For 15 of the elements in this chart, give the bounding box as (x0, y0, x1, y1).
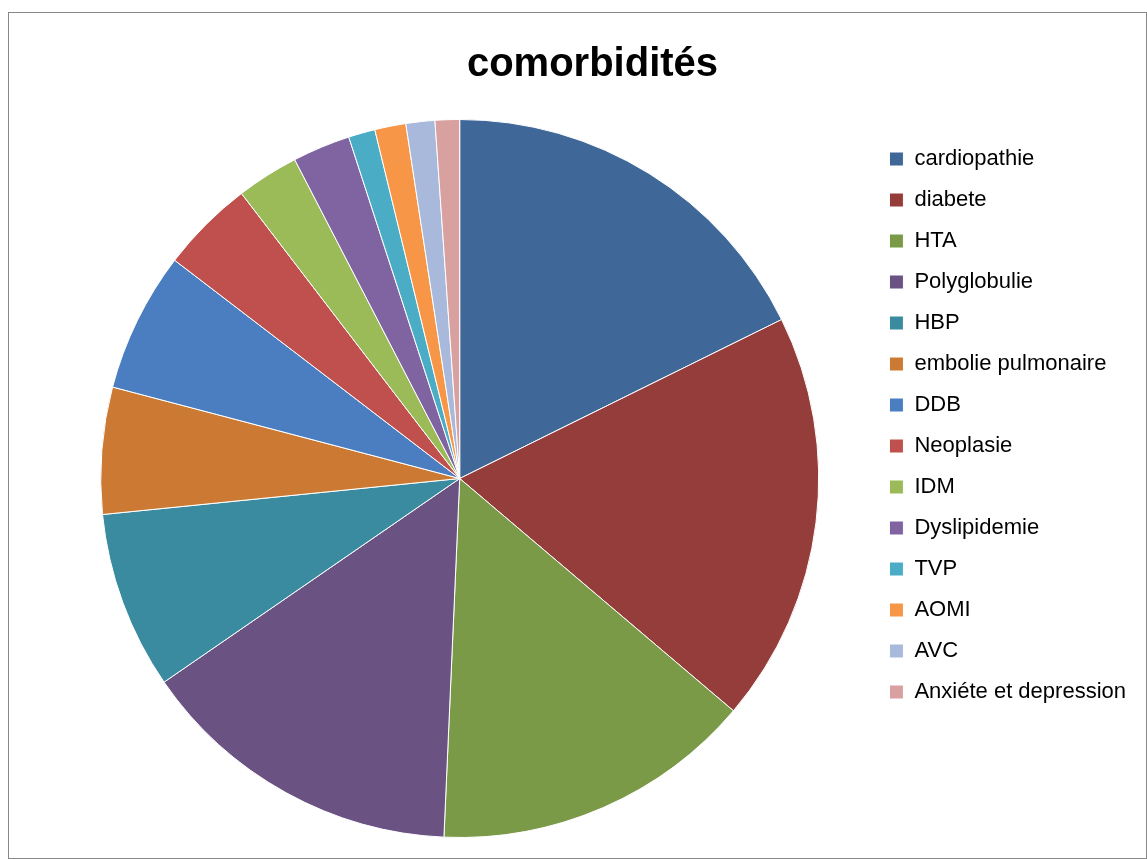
chart-title: comorbidités (466, 40, 719, 85)
legend-label: Anxiéte et depression (914, 678, 1126, 704)
legend-label: Neoplasie (914, 432, 1013, 458)
legend-label: IDM (914, 473, 955, 499)
legend-label: HTA (914, 227, 958, 253)
legend-label: cardiopathie (914, 145, 1035, 171)
legend-label: Dyslipidemie (914, 514, 1040, 540)
legend-label: AVC (914, 637, 959, 663)
legend-label: embolie pulmonaire (914, 350, 1107, 376)
legend-label: diabete (914, 186, 987, 212)
legend-label: TVP (914, 555, 958, 581)
legend-label: Polyglobulie (914, 268, 1034, 294)
legend-label: AOMI (914, 596, 971, 622)
legend-label: DDB (914, 391, 961, 417)
legend-label: HBP (914, 309, 960, 335)
